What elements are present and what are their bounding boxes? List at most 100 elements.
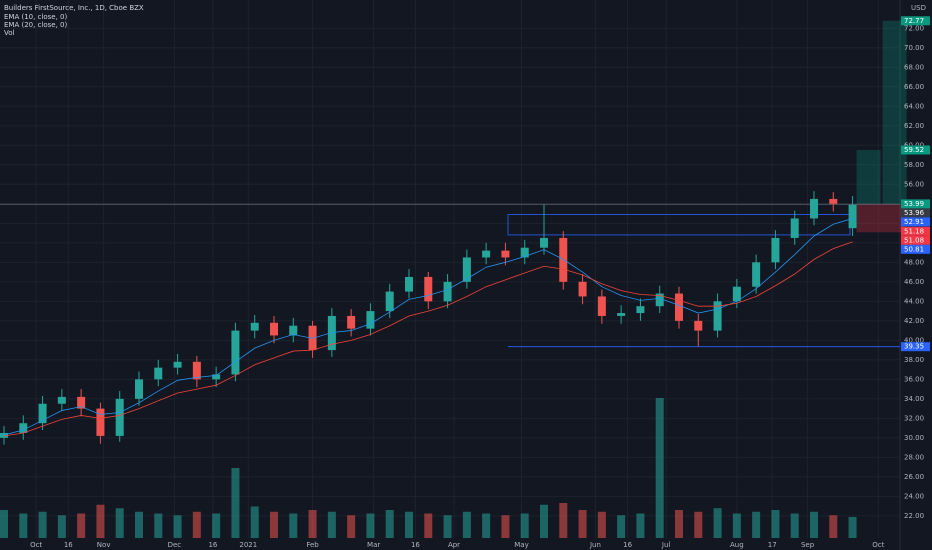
y-tick-label: 32.00 (904, 414, 924, 422)
y-tick-label: 60.00 (904, 141, 924, 149)
candle-body (270, 322, 278, 336)
ema-line (3, 218, 853, 436)
volume-bar (289, 513, 298, 538)
candle-body (752, 262, 761, 287)
volume-bar (270, 511, 278, 538)
candle-body (694, 320, 703, 331)
legend-entry: EMA (10, close, 0) (4, 13, 67, 21)
candle-body (115, 398, 124, 436)
candle-body (713, 301, 722, 331)
candle-body (366, 311, 375, 329)
candle-body (327, 315, 336, 351)
volume-bar (617, 515, 626, 538)
volume-bar (173, 515, 182, 538)
price-badge-label: 72.77 (904, 17, 924, 25)
y-tick-label: 72.00 (904, 24, 924, 32)
profit-zone (856, 149, 881, 205)
candle-body (771, 237, 780, 263)
x-tick-label: 16 (208, 541, 217, 549)
candle-body (732, 286, 741, 302)
volume-bar (771, 510, 780, 538)
profit-zone (882, 20, 907, 205)
volume-bar (308, 510, 317, 538)
x-tick-label: Oct (30, 541, 42, 549)
x-tick-label: 16 (64, 541, 73, 549)
candle-body (501, 250, 510, 258)
x-tick-label: 2021 (239, 541, 257, 549)
candle-body (829, 198, 838, 204)
candle-body (482, 250, 491, 258)
volume-bar (327, 511, 336, 538)
y-tick-label: 48.00 (904, 258, 924, 266)
y-tick-label: 28.00 (904, 453, 924, 461)
candle-body (578, 281, 587, 297)
volume-bar (424, 513, 433, 538)
volume-bar (462, 511, 471, 538)
chart-title: Builders FirstSource, Inc., 1D, Cboe BZX (4, 4, 144, 12)
candle-body (520, 247, 529, 258)
candle-body (848, 204, 857, 229)
price-badge-label: 39.35 (904, 343, 924, 351)
volume-bar (829, 515, 838, 538)
volume-bar (501, 515, 510, 538)
x-tick-label: Apr (448, 541, 460, 549)
volume-bar (752, 511, 761, 538)
volume-bar (135, 511, 143, 538)
volume-bar (675, 510, 683, 538)
y-tick-label: 34.00 (904, 395, 924, 403)
price-badge (901, 244, 930, 254)
price-badge-label: 59.52 (904, 146, 924, 154)
currency: USD (911, 4, 926, 12)
price-badge (901, 342, 930, 352)
volume-bar (385, 510, 394, 538)
volume-bar (154, 513, 163, 538)
volume-bar (482, 513, 491, 538)
y-tick-label: 26.00 (904, 473, 924, 481)
volume-bar (520, 513, 529, 538)
price-badge (901, 199, 930, 209)
candle-body (57, 396, 66, 404)
price-badge-label: 50.81 (904, 245, 924, 253)
price-badge-label: 53.99 (904, 200, 924, 208)
legend-entry: EMA (20, close, 0) (4, 21, 67, 29)
volume-bar (655, 398, 664, 538)
price-badge (901, 217, 930, 227)
price-badge (901, 145, 930, 155)
volume-bar (694, 511, 703, 538)
candle-body (154, 367, 163, 380)
price-badge-label: 52.91 (904, 218, 924, 226)
volume-bar (848, 517, 857, 538)
y-tick-label: 56.00 (904, 180, 924, 188)
candle-body (385, 291, 394, 312)
x-tick-label: Oct (872, 541, 884, 549)
candle-body (597, 296, 606, 316)
x-tick-label: 16 (411, 541, 420, 549)
candle-body (559, 237, 568, 282)
price-badge-label: 53.96 (904, 209, 925, 217)
volume-bar (713, 508, 722, 538)
y-tick-label: 44.00 (904, 297, 924, 305)
candle-body (135, 379, 143, 399)
volume-bar (366, 513, 375, 538)
volume-bar (578, 510, 587, 538)
y-tick-label: 30.00 (904, 434, 924, 442)
volume-bar (636, 513, 645, 538)
volume-bar (790, 513, 799, 538)
candle-body (250, 322, 259, 331)
y-tick-label: 62.00 (904, 122, 924, 130)
volume-bar (0, 510, 8, 538)
candle-body (96, 408, 105, 436)
y-tick-label: 40.00 (904, 336, 924, 344)
x-tick-label: 17 (768, 541, 777, 549)
volume-bar (347, 515, 356, 538)
candle-body (675, 293, 683, 321)
price-badge (901, 208, 930, 218)
y-tick-label: 36.00 (904, 375, 924, 383)
volume-bar (559, 503, 568, 538)
volume-bar (77, 513, 86, 538)
candle-body (655, 293, 664, 307)
x-tick-label: Aug (730, 541, 744, 549)
volume-bar (192, 511, 201, 538)
y-tick-label: 22.00 (904, 512, 924, 520)
candle-body (443, 281, 452, 302)
